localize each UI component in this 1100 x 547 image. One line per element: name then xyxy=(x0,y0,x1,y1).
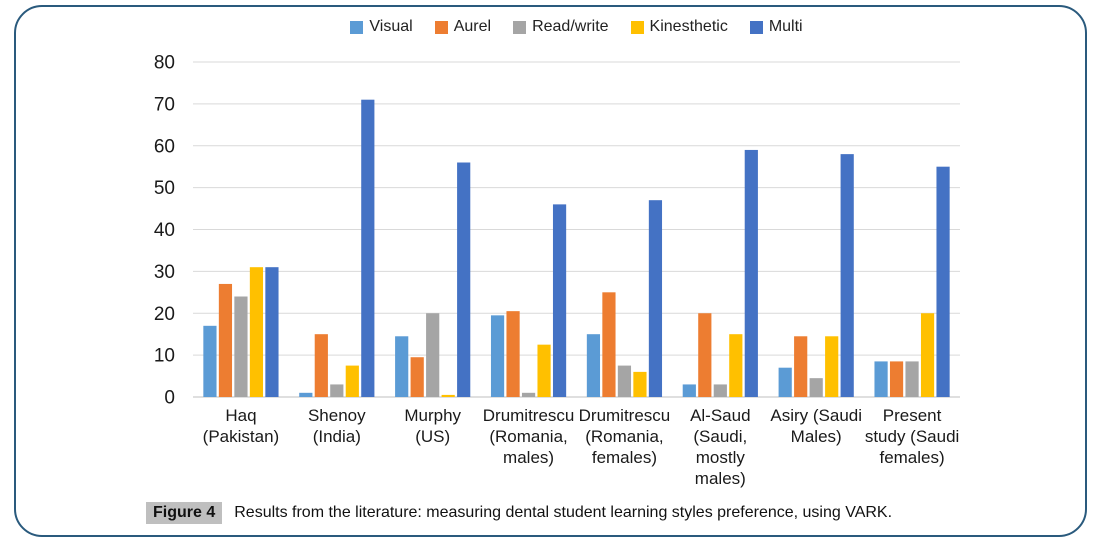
legend-swatch-icon xyxy=(630,20,644,34)
figure-caption-text: Results from the literature: measuring d… xyxy=(234,504,893,521)
bar-visual-8 xyxy=(874,361,888,397)
legend-label: Visual xyxy=(369,18,413,35)
x-category-label: (Romania, xyxy=(585,427,663,446)
bar-visual-7 xyxy=(778,367,792,397)
x-category-label: Males) xyxy=(791,427,842,446)
bar-visual-4 xyxy=(490,315,505,397)
x-category-label: Al-Saud xyxy=(690,406,750,425)
x-category-label: Drumitrescu xyxy=(579,406,671,425)
x-category-label: Shenoy xyxy=(308,406,366,425)
figure-caption-tag: Figure 4 xyxy=(146,502,223,524)
bar-multi-7 xyxy=(840,154,854,397)
bar-aurel-6 xyxy=(698,313,712,397)
legend-label: Multi xyxy=(768,18,803,35)
bar-multi-5 xyxy=(648,200,663,397)
bar-aurel-7 xyxy=(794,336,808,397)
y-tick-label: 40 xyxy=(154,220,175,241)
bar-read-write-6 xyxy=(713,384,727,397)
legend-item-visual: Visual xyxy=(350,18,413,36)
bar-visual-5 xyxy=(586,334,601,397)
chart-legend: Visual Aurel Read/write Kinesthetic Multi xyxy=(193,18,960,36)
bar-multi-6 xyxy=(744,149,758,397)
bar-kinesthetic-4 xyxy=(537,344,551,397)
bar-aurel-2 xyxy=(314,334,328,397)
legend-swatch-icon xyxy=(434,20,448,34)
x-category-label: males) xyxy=(503,448,554,467)
bar-visual-2 xyxy=(299,392,313,397)
legend-swatch-icon xyxy=(513,20,527,34)
legend-item-kinesthetic: Kinesthetic xyxy=(630,18,728,36)
bar-read-write-5 xyxy=(617,365,632,397)
bar-kinesthetic-3 xyxy=(441,394,455,397)
y-tick-label: 10 xyxy=(154,346,175,367)
bar-visual-1 xyxy=(203,325,217,397)
legend-label: Kinesthetic xyxy=(649,18,728,35)
bar-read-write-1 xyxy=(234,296,248,397)
bar-kinesthetic-5 xyxy=(633,371,647,397)
legend-label: Aurel xyxy=(453,18,492,35)
legend-swatch-icon xyxy=(749,20,763,34)
legend-item-aurel: Aurel xyxy=(434,18,492,36)
legend-item-read-write: Read/write xyxy=(513,18,609,36)
bar-read-write-7 xyxy=(809,378,823,397)
bar-visual-3 xyxy=(395,336,409,397)
legend-swatch-icon xyxy=(350,20,364,34)
x-category-label: Drumitrescu xyxy=(483,406,575,425)
bar-kinesthetic-2 xyxy=(345,365,359,397)
bar-read-write-3 xyxy=(426,313,440,397)
bar-aurel-1 xyxy=(218,283,233,397)
bar-aurel-8 xyxy=(889,361,904,397)
bar-visual-6 xyxy=(682,384,696,397)
bar-kinesthetic-8 xyxy=(920,313,935,397)
x-category-label: (US) xyxy=(415,427,450,446)
x-category-label: Present xyxy=(883,406,942,425)
x-category-label: (Pakistan) xyxy=(203,427,280,446)
x-category-label: mostly xyxy=(696,448,746,467)
x-category-label: (India) xyxy=(313,427,361,446)
bar-kinesthetic-7 xyxy=(825,336,839,397)
bar-multi-3 xyxy=(457,162,471,397)
x-category-label: (Saudi, xyxy=(693,427,747,446)
y-tick-label: 20 xyxy=(154,304,175,325)
bar-kinesthetic-6 xyxy=(729,334,743,397)
figure-border xyxy=(14,5,1087,537)
bar-aurel-4 xyxy=(506,311,520,397)
y-tick-label: 30 xyxy=(154,262,175,283)
bar-read-write-8 xyxy=(905,361,919,397)
bar-kinesthetic-1 xyxy=(249,267,264,397)
y-tick-label: 50 xyxy=(154,178,175,199)
x-category-label: males) xyxy=(695,469,746,488)
bar-multi-8 xyxy=(936,166,950,397)
x-category-label: females) xyxy=(592,448,657,467)
bar-read-write-4 xyxy=(521,392,536,397)
bar-read-write-2 xyxy=(330,384,344,397)
legend-label: Read/write xyxy=(532,18,609,35)
bar-multi-4 xyxy=(552,204,567,397)
bar-chart: 0 10 20 30 40 50 60 70 80 Haq (Pakistan) Shenoy (Ind… xyxy=(154,53,960,488)
x-category-label: Haq xyxy=(225,406,256,425)
figure-caption: Figure 4 Results from the literature: me… xyxy=(146,502,892,524)
y-tick-label: 70 xyxy=(154,94,175,115)
bar-multi-2 xyxy=(361,99,375,397)
y-tick-label: 60 xyxy=(154,136,175,157)
x-category-label: females) xyxy=(879,448,944,467)
x-category-label: Murphy xyxy=(404,406,461,425)
x-category-label: Asiry (Saudi xyxy=(770,406,862,425)
y-tick-label: 80 xyxy=(154,53,175,74)
x-category-label: study (Saudi xyxy=(865,427,960,446)
legend-item-multi: Multi xyxy=(749,18,803,36)
bar-multi-1 xyxy=(265,267,279,397)
bar-aurel-5 xyxy=(602,292,616,397)
bar-aurel-3 xyxy=(410,357,424,397)
y-tick-label: 0 xyxy=(164,388,175,409)
x-category-label: (Romania, xyxy=(489,427,567,446)
